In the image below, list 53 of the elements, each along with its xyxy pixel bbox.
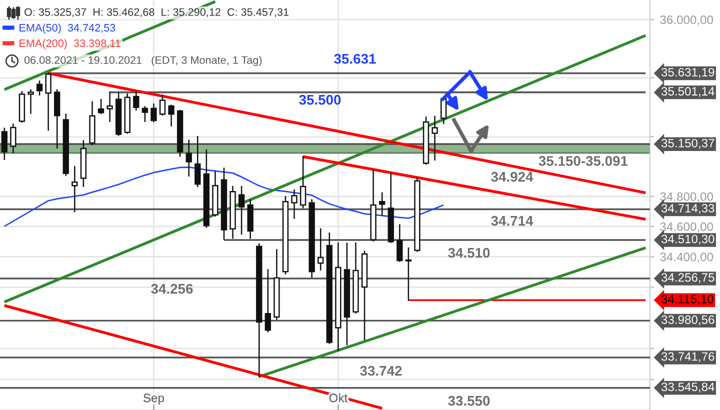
data-label: 34.510,30	[661, 234, 714, 245]
candlestick	[159, 94, 166, 116]
candlestick	[168, 104, 174, 126]
y-tick-label: 36.000,00	[660, 15, 714, 26]
ref-line-label: 34.256,75	[661, 273, 714, 284]
candlestick	[133, 92, 140, 111]
data-label: 35.631,19	[661, 68, 714, 78]
data-label: 35.501,14	[661, 87, 714, 97]
candlestick	[291, 189, 298, 219]
candlestick	[28, 89, 34, 114]
text: O: 35.325,37 H: 35.462,68 L: 35.290,12 C: 35.457,31	[24, 8, 288, 18]
annotation: 35.631	[334, 54, 376, 64]
annotation: 35.500	[299, 94, 341, 105]
candlestick	[405, 247, 412, 301]
ref-line-label: 33.980,56	[661, 315, 714, 326]
candlestick	[264, 269, 271, 332]
x-tick-label: Sep	[144, 394, 164, 405]
candlestick	[36, 80, 43, 96]
data-label: 34.115,10	[661, 294, 714, 305]
annotation: 34.924	[491, 172, 534, 182]
candlestick	[194, 136, 201, 188]
annotation: 34.256	[151, 284, 193, 294]
candlestick	[10, 124, 16, 154]
candlestick	[432, 116, 438, 161]
candlestick	[1, 128, 8, 160]
candlestick	[150, 103, 157, 122]
text: 06.08.2021 - 19.10.2021 (EDT, 3 Monate, 1 Tag)	[24, 56, 262, 66]
candlestick	[54, 89, 60, 149]
legend-label: EMA(200) 33.398,11	[20, 39, 120, 50]
y-tick-label: 34.800,00	[660, 192, 714, 202]
candlestick	[142, 106, 148, 122]
candlestick	[98, 98, 104, 114]
candlestick	[186, 140, 192, 177]
annotation: 34.510	[448, 248, 490, 258]
ref-line-label: 34.714,33	[661, 204, 714, 214]
y-tick-label: 34.600,00	[660, 222, 714, 232]
candlestick	[300, 156, 306, 208]
candlestick	[396, 224, 403, 262]
annotation: 33.550	[448, 396, 490, 406]
legend-label: EMA(50) 34.742,53	[20, 24, 116, 34]
candlestick	[318, 228, 324, 270]
candlestick	[72, 166, 78, 212]
ref-line-label: 35.150,37	[661, 138, 714, 149]
candlestick	[238, 186, 245, 235]
annotation: 33.742	[360, 366, 402, 376]
candlestick	[45, 72, 52, 131]
candlestick	[106, 92, 113, 122]
candlestick	[379, 192, 386, 216]
y-tick-label: 34.400,00	[660, 252, 714, 263]
band-label: 35.150-35.091	[538, 156, 628, 166]
annotation: 34.714	[491, 216, 534, 226]
ref-line-label: 33.741,76	[661, 352, 714, 362]
ref-line-label: 33.545,84	[661, 382, 714, 393]
